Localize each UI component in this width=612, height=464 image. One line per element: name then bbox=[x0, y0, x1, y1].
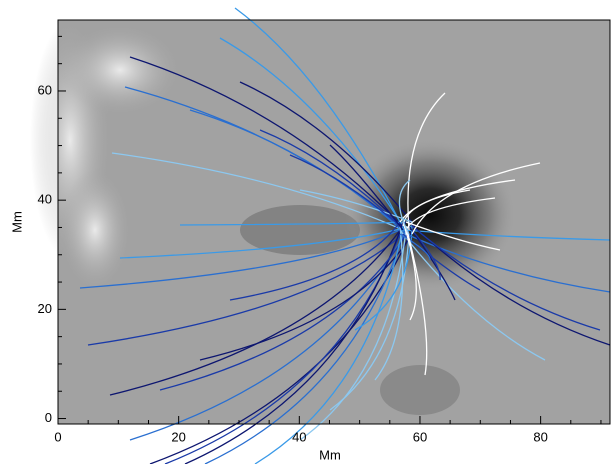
field-line bbox=[159, 229, 410, 391]
y-tick-label: 40 bbox=[38, 192, 52, 207]
field-line bbox=[111, 152, 404, 231]
field-line bbox=[289, 154, 401, 227]
field-line bbox=[219, 37, 404, 227]
x-axis-label: Mm bbox=[319, 447, 341, 462]
field-line bbox=[184, 221, 404, 464]
field-line bbox=[405, 233, 611, 293]
y-tick-label: 20 bbox=[38, 301, 52, 316]
field-line bbox=[129, 56, 407, 231]
magnetogram bbox=[30, 20, 610, 424]
field-line bbox=[411, 225, 601, 331]
field-line bbox=[239, 81, 413, 223]
field-line bbox=[119, 225, 413, 259]
field-line bbox=[204, 225, 407, 464]
field-line bbox=[254, 225, 404, 464]
field-line bbox=[87, 233, 404, 346]
field-line bbox=[329, 233, 410, 411]
field-line bbox=[402, 221, 417, 321]
field-line bbox=[374, 225, 404, 381]
x-tick-label: 80 bbox=[533, 429, 547, 444]
x-tick-label: 60 bbox=[413, 429, 427, 444]
field-lines bbox=[79, 7, 611, 464]
y-axis-label: Mm bbox=[9, 211, 24, 233]
field-line bbox=[329, 144, 404, 231]
field-line bbox=[402, 229, 611, 241]
field-line bbox=[402, 189, 471, 227]
plot-frame bbox=[57, 19, 611, 425]
field-line bbox=[411, 229, 441, 281]
field-line bbox=[179, 221, 410, 226]
field-line bbox=[299, 189, 413, 223]
field-line bbox=[259, 129, 401, 227]
field-line bbox=[407, 92, 446, 231]
field-line bbox=[299, 229, 407, 441]
x-tick-label: 40 bbox=[292, 429, 306, 444]
field-line bbox=[229, 221, 401, 301]
field-line bbox=[405, 197, 496, 231]
field-line bbox=[79, 229, 401, 289]
y-tick-label: 60 bbox=[38, 82, 52, 97]
y-tick-label: 0 bbox=[45, 410, 52, 425]
field-line bbox=[109, 221, 407, 396]
field-line bbox=[399, 233, 431, 261]
field-line bbox=[149, 229, 413, 464]
field-line bbox=[399, 229, 546, 361]
x-tick-label: 20 bbox=[171, 429, 185, 444]
field-line bbox=[405, 225, 428, 376]
field-line bbox=[354, 221, 413, 331]
field-line bbox=[189, 109, 407, 235]
field-line bbox=[398, 179, 411, 235]
x-tick-label: 0 bbox=[54, 429, 61, 444]
